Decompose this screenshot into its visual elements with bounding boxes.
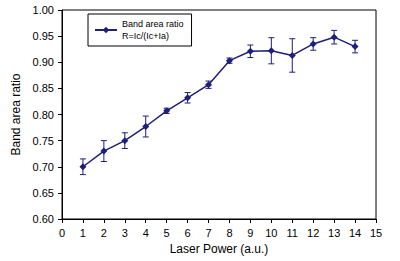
svg-text:0.90: 0.90 — [33, 56, 54, 68]
svg-text:7: 7 — [205, 227, 211, 239]
svg-text:0.60: 0.60 — [33, 213, 54, 225]
svg-text:0.70: 0.70 — [33, 161, 54, 173]
svg-text:Band area ratio: Band area ratio — [122, 19, 184, 29]
svg-text:15: 15 — [370, 227, 382, 239]
svg-text:0.65: 0.65 — [33, 187, 54, 199]
svg-text:Laser Power (a.u.): Laser Power (a.u.) — [170, 242, 269, 256]
svg-text:Band area ratio: Band area ratio — [9, 73, 23, 155]
svg-text:5: 5 — [164, 227, 170, 239]
svg-text:13: 13 — [328, 227, 340, 239]
svg-text:1.00: 1.00 — [33, 4, 54, 16]
svg-text:9: 9 — [247, 227, 253, 239]
svg-text:0: 0 — [59, 227, 65, 239]
svg-text:0.75: 0.75 — [33, 135, 54, 147]
svg-text:0.85: 0.85 — [33, 82, 54, 94]
svg-text:4: 4 — [143, 227, 149, 239]
svg-text:12: 12 — [307, 227, 319, 239]
svg-text:2: 2 — [101, 227, 107, 239]
svg-text:6: 6 — [185, 227, 191, 239]
svg-text:R=Ic/(Ic+Ia): R=Ic/(Ic+Ia) — [122, 31, 169, 41]
svg-text:3: 3 — [122, 227, 128, 239]
svg-text:0.95: 0.95 — [33, 30, 54, 42]
svg-text:1: 1 — [80, 227, 86, 239]
svg-text:8: 8 — [226, 227, 232, 239]
svg-text:11: 11 — [287, 227, 298, 239]
svg-text:10: 10 — [265, 227, 277, 239]
svg-text:14: 14 — [349, 227, 361, 239]
svg-text:0.80: 0.80 — [33, 109, 54, 121]
